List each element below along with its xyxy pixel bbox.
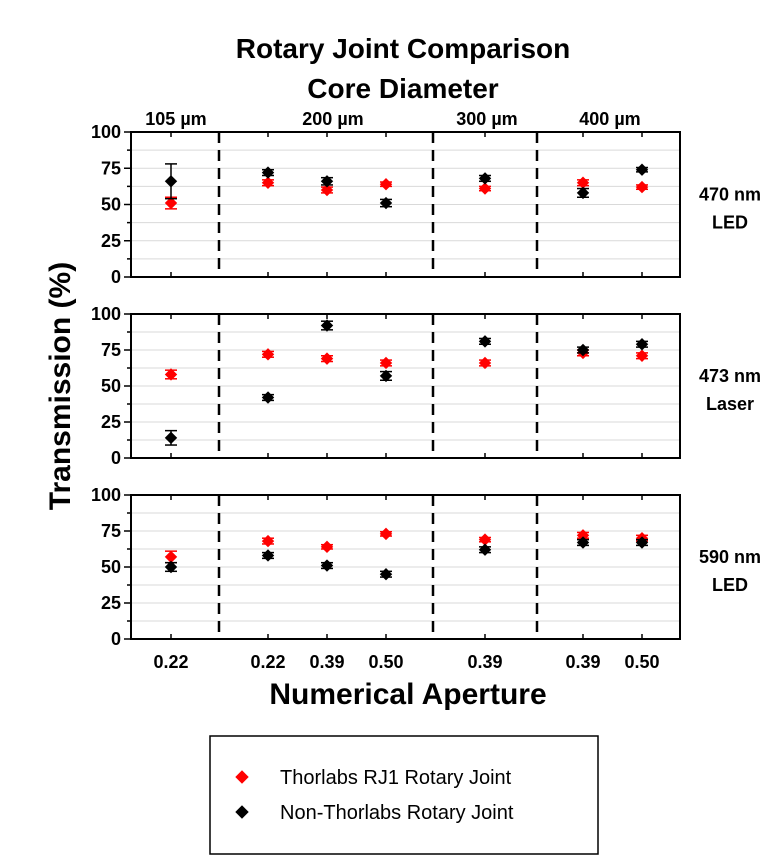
y-tick-label: 75 (101, 158, 121, 178)
data-point-thorlabs (320, 183, 334, 197)
data-point-non-thorlabs (576, 186, 590, 200)
y-tick-label: 25 (101, 231, 121, 251)
data-point-thorlabs (261, 348, 275, 361)
y-tick-label: 100 (91, 122, 121, 142)
panel-label-wavelength: 590 nm (699, 547, 761, 567)
data-point-non-thorlabs (320, 175, 334, 188)
data-point-non-thorlabs (261, 391, 275, 404)
y-tick-label: 50 (101, 376, 121, 396)
data-point-non-thorlabs (635, 536, 649, 549)
data-point-non-thorlabs (478, 172, 492, 185)
data-point-non-thorlabs (576, 343, 590, 357)
panel-label-source: LED (712, 575, 748, 595)
group-label: 200 µm (302, 109, 363, 129)
data-point-non-thorlabs (320, 319, 334, 332)
group-label: 400 µm (579, 109, 640, 129)
y-tick-label: 25 (101, 593, 121, 613)
data-point-non-thorlabs (379, 567, 393, 581)
x-tick-label: 0.50 (368, 652, 403, 672)
data-point-non-thorlabs (261, 166, 275, 179)
data-point-non-thorlabs (635, 338, 649, 351)
data-point-thorlabs (379, 177, 393, 191)
panels-layer: 105 µm 200 µm 300 µm 400 µm 0 25 50 75 100 470 nm… (91, 109, 761, 672)
panel-1: 0 25 50 75 100 470 nm LED (91, 122, 761, 287)
y-tick-label: 75 (101, 521, 121, 541)
chart-subtitle: Core Diameter (307, 73, 499, 104)
panel-label-wavelength: 470 nm (699, 185, 761, 205)
data-point-thorlabs (320, 352, 334, 365)
data-point-thorlabs (164, 368, 178, 381)
x-tick-label: 0.39 (467, 652, 502, 672)
data-point-thorlabs (261, 534, 275, 548)
y-tick-label: 50 (101, 557, 121, 577)
data-point-thorlabs (635, 180, 649, 194)
x-tick-label: 0.22 (153, 652, 188, 672)
y-tick-label: 0 (111, 267, 121, 287)
data-point-non-thorlabs (164, 175, 178, 188)
data-point-thorlabs (320, 540, 334, 554)
data-point-non-thorlabs (635, 163, 649, 176)
y-tick-label: 100 (91, 304, 121, 324)
y-axis-title: Transmission (%) (44, 262, 77, 510)
x-tick-label: 0.22 (250, 652, 285, 672)
group-label: 105 µm (145, 109, 206, 129)
legend-marker (235, 805, 249, 819)
legend-label: Non-Thorlabs Rotary Joint (280, 802, 514, 824)
data-point-thorlabs (164, 196, 178, 210)
x-tick-label: 0.50 (624, 652, 659, 672)
data-point-non-thorlabs (320, 559, 334, 572)
data-point-thorlabs (379, 356, 393, 370)
panel-label-wavelength: 473 nm (699, 366, 761, 386)
data-point-thorlabs (635, 349, 649, 362)
group-label: 300 µm (456, 109, 517, 129)
chart-title: Rotary Joint Comparison (236, 33, 570, 64)
data-point-non-thorlabs (576, 536, 590, 549)
x-tick-label: 0.39 (309, 652, 344, 672)
x-tick-label: 0.39 (565, 652, 600, 672)
data-point-non-thorlabs (379, 369, 393, 383)
data-point-thorlabs (164, 550, 178, 564)
panel-label-source: Laser (706, 394, 754, 414)
data-point-non-thorlabs (379, 196, 393, 210)
legend-label: Thorlabs RJ1 Rotary Joint (280, 767, 512, 789)
y-tick-label: 100 (91, 485, 121, 505)
data-point-thorlabs (478, 533, 492, 546)
data-point-thorlabs (379, 527, 393, 541)
legend-box (209, 735, 599, 855)
data-point-thorlabs (261, 176, 275, 189)
panel-2: 0 25 50 75 100 473 nm Laser (91, 304, 761, 468)
y-tick-label: 50 (101, 195, 121, 215)
panel-3: 0 25 50 75 100 590 nm LED (91, 485, 761, 649)
legend: Thorlabs RJ1 Rotary Joint Non-Thorlabs Ro… (209, 735, 599, 855)
x-axis-title: Numerical Aperture (269, 678, 546, 711)
data-point-non-thorlabs (164, 431, 178, 445)
panel-label-source: LED (712, 213, 748, 233)
data-point-non-thorlabs (261, 549, 275, 562)
y-tick-label: 75 (101, 340, 121, 360)
legend-marker (235, 770, 249, 784)
data-point-non-thorlabs (478, 335, 492, 348)
y-tick-label: 25 (101, 412, 121, 432)
y-tick-label: 0 (111, 629, 121, 649)
data-point-non-thorlabs (164, 560, 178, 574)
y-tick-label: 0 (111, 448, 121, 468)
data-point-thorlabs (478, 356, 492, 370)
data-point-non-thorlabs (478, 543, 492, 556)
data-point-thorlabs (478, 182, 492, 195)
